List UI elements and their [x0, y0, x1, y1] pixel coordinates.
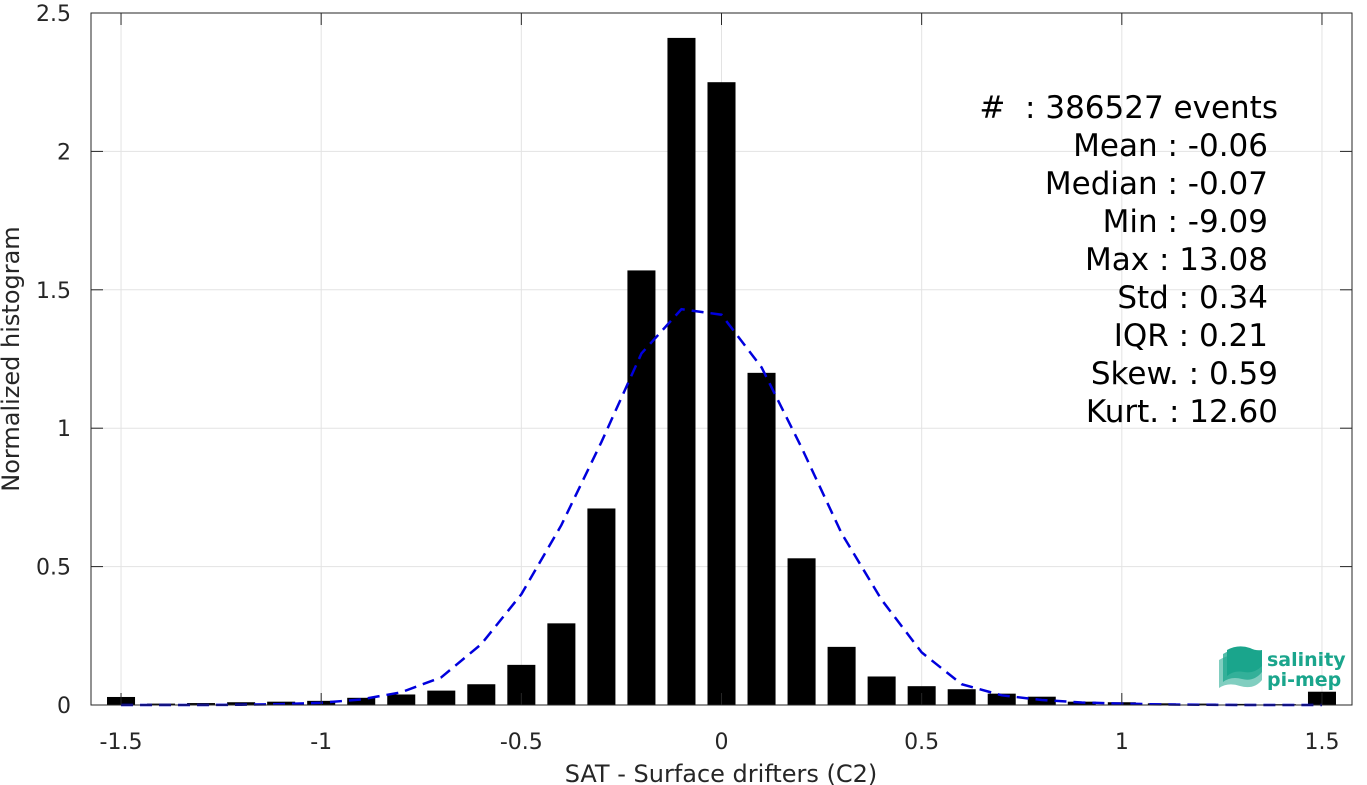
logo-text-pi-mep: pi-mep [1267, 669, 1341, 691]
histogram-bar [627, 270, 656, 705]
histogram-bar [747, 372, 776, 705]
histogram-bar [1227, 703, 1256, 705]
histogram-bar [427, 690, 456, 705]
histogram-bar [547, 623, 576, 705]
stat-median: Median : -0.07 [1045, 166, 1268, 202]
stat-min: Min : -9.09 [1103, 204, 1268, 240]
x-tick-label: -0.5 [500, 730, 543, 755]
y-tick-label: 2.5 [36, 2, 71, 27]
tick-labels: -1.5 -1 -0.5 0 0.5 1 1.5 0 0.5 1 1.5 2 2.5 [36, 2, 1339, 755]
histogram-bar [987, 693, 1016, 705]
logo-text-salinity: salinity [1267, 649, 1346, 671]
stat-skew: Skew. : 0.59 [1091, 356, 1278, 392]
salinity-pi-mep-logo: salinity pi-mep [1219, 646, 1346, 691]
stat-std: Std : 0.34 [1117, 280, 1268, 316]
x-tick-label: 0 [715, 730, 729, 755]
x-tick-label: 1 [1115, 730, 1129, 755]
x-tick-label: 1.5 [1304, 730, 1339, 755]
histogram-bar [387, 694, 416, 705]
stat-iqr: IQR : 0.21 [1114, 318, 1268, 354]
x-tick-label: 0.5 [904, 730, 939, 755]
y-tick-label: 0 [57, 694, 71, 719]
y-tick-label: 1.5 [36, 279, 71, 304]
stat-max: Max : 13.08 [1085, 242, 1268, 278]
axes [90, 12, 1353, 706]
x-axis-label: SAT - Surface drifters (C2) [565, 760, 878, 785]
statistics-box: # : 386527 events Mean : -0.06 Median : … [979, 90, 1278, 430]
histogram-bar [1147, 703, 1176, 705]
histogram-bar [587, 508, 616, 705]
x-tick-label: -1 [310, 730, 332, 755]
histogram-bar [467, 684, 496, 705]
y-tick-label: 2 [57, 140, 71, 165]
stat-mean: Mean : -0.06 [1073, 128, 1268, 164]
y-tick-label: 0.5 [36, 556, 71, 581]
stat-events: # : 386527 events [979, 90, 1278, 126]
histogram-bar [947, 689, 976, 705]
histogram-bar [787, 558, 816, 705]
logo-wave-icon [1219, 646, 1262, 688]
histogram-bar [707, 82, 736, 705]
histogram-bar [1187, 703, 1216, 705]
histogram-bar [827, 646, 856, 705]
y-tick-label: 1 [57, 417, 71, 442]
histogram-bar [667, 37, 696, 706]
histogram-bar [867, 676, 896, 705]
y-axis-label: Normalized histogram [0, 226, 25, 491]
x-tick-label: -1.5 [100, 730, 143, 755]
histogram-bar [347, 697, 376, 705]
stat-kurt: Kurt. : 12.60 [1086, 394, 1278, 430]
